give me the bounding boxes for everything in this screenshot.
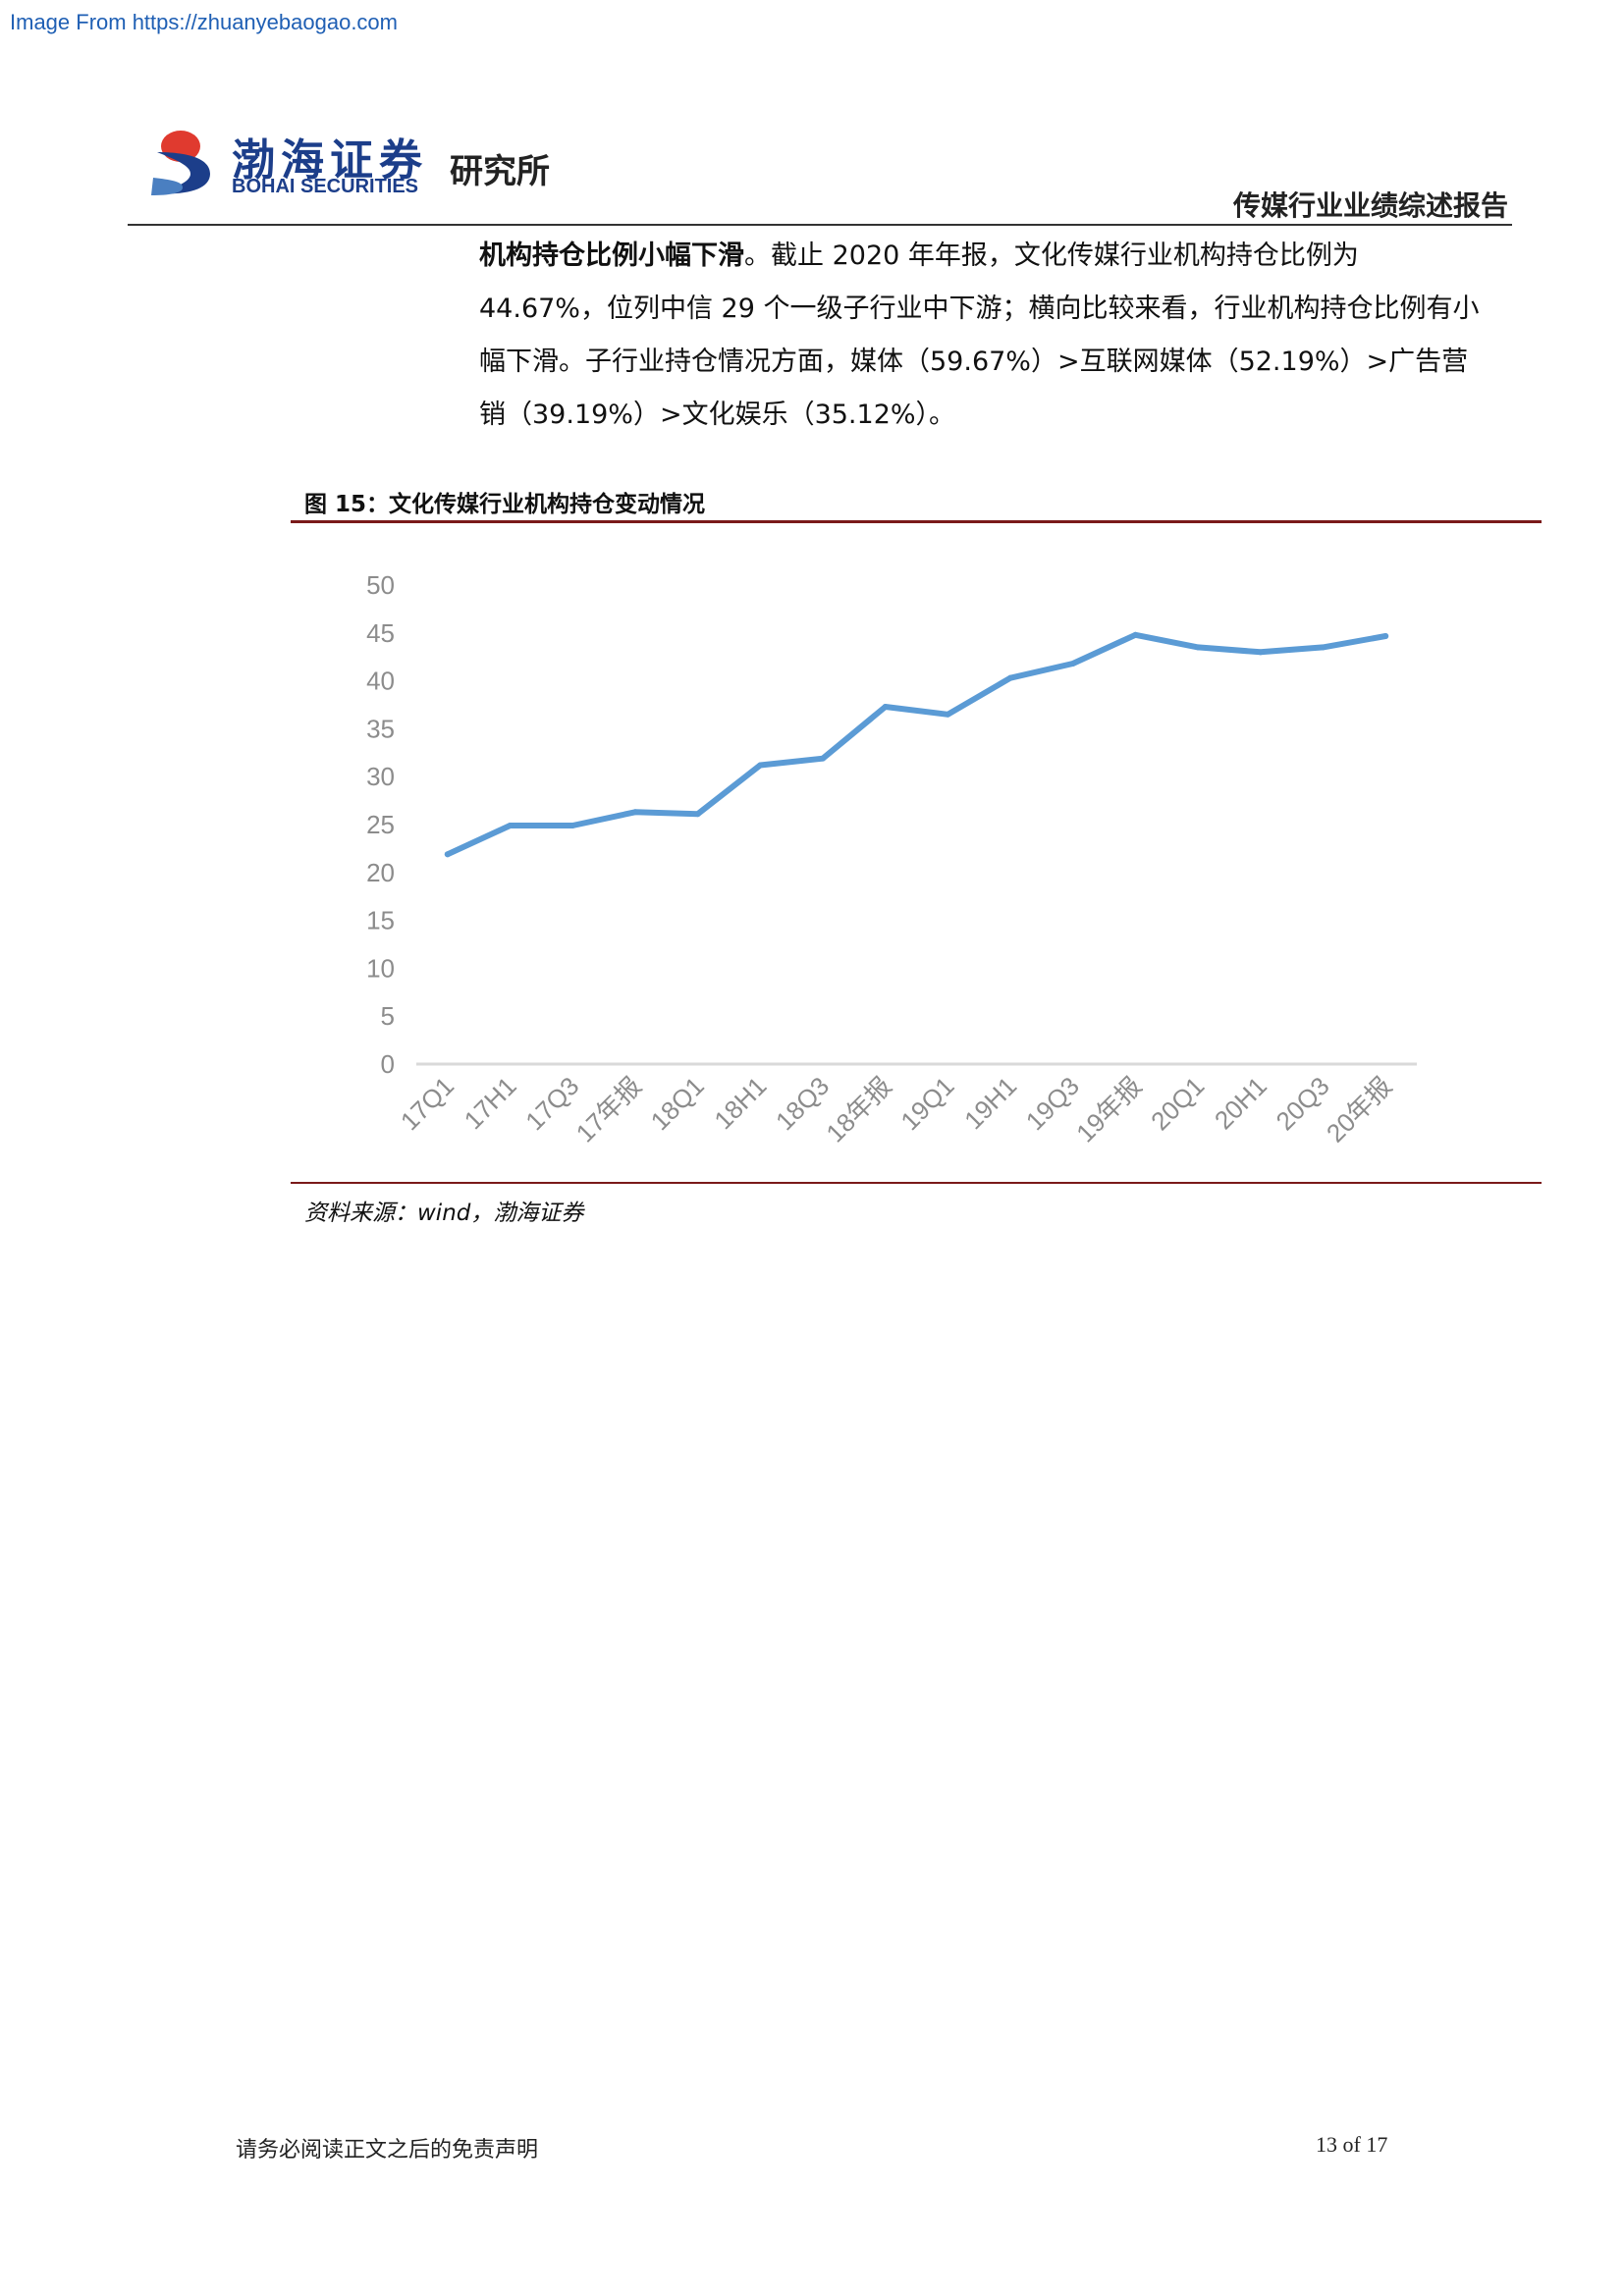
figure-bottom-rule <box>291 1182 1542 1184</box>
y-tick-label: 0 <box>381 1049 395 1079</box>
logo-chinese-name: 渤海证券 <box>232 135 428 186</box>
data-point <box>1069 661 1076 667</box>
data-point <box>507 822 514 828</box>
data-point <box>1132 631 1139 638</box>
data-point <box>945 711 951 718</box>
x-tick-label: 19Q1 <box>894 1071 959 1136</box>
y-tick-label: 40 <box>366 667 395 696</box>
x-tick-label: 17Q1 <box>395 1071 460 1136</box>
x-tick-label: 18H1 <box>708 1071 772 1135</box>
x-tick-label: 17年报 <box>570 1071 647 1148</box>
line-chart: 0510152025303540455017Q117H117Q317年报18Q1… <box>366 570 1417 1148</box>
y-tick-label: 45 <box>366 618 395 648</box>
figure-title: 图 15：文化传媒行业机构持仓变动情况 <box>304 492 706 517</box>
x-tick-label: 19年报 <box>1070 1071 1147 1148</box>
logo-institute: 研究所 <box>450 152 550 191</box>
data-point <box>444 851 451 858</box>
y-tick-label: 30 <box>366 762 395 791</box>
data-point <box>1320 644 1326 651</box>
data-point <box>1195 644 1202 651</box>
report-title: 传媒行业业绩综述报告 <box>1232 189 1508 222</box>
company-logo: 渤海证券 BOHAI SECURITIES 研究所 <box>147 123 579 211</box>
y-tick-label: 35 <box>366 714 395 743</box>
footer-disclaimer: 请务必阅读正文之后的免责声明 <box>236 2138 539 2163</box>
data-point <box>694 811 701 818</box>
x-tick-label: 20Q1 <box>1145 1071 1210 1136</box>
body-paragraph: 机构持仓比例小幅下滑。截止 2020 年年报，文化传媒行业机构持仓比例为 44.… <box>479 230 1490 442</box>
x-tick-label: 18年报 <box>820 1071 896 1148</box>
y-tick-label: 15 <box>366 906 395 935</box>
y-tick-label: 20 <box>366 858 395 887</box>
data-point <box>757 762 764 769</box>
header-divider <box>128 224 1512 226</box>
data-point <box>819 755 826 762</box>
data-point <box>1382 633 1389 640</box>
paragraph-text: 。截止 2020 年年报，文化传媒行业机构持仓比例为 44.67%，位列中信 2… <box>479 240 1480 430</box>
x-tick-label: 20H1 <box>1209 1071 1272 1135</box>
page-number: 13 of 17 <box>1316 2132 1388 2157</box>
y-tick-label: 10 <box>366 953 395 983</box>
series-line <box>444 631 1389 858</box>
figure-top-rule <box>291 520 1542 523</box>
logo-emblem-icon <box>151 131 210 195</box>
y-tick-label: 50 <box>366 570 395 600</box>
figure-source: 资料来源：wind，渤海证券 <box>304 1201 584 1226</box>
logo-english-name: BOHAI SECURITIES <box>232 176 419 197</box>
y-tick-label: 25 <box>366 810 395 839</box>
watermark-text: Image From https://zhuanyebaogao.com <box>10 10 398 34</box>
x-tick-label: 17H1 <box>459 1071 522 1135</box>
x-tick-label: 18Q1 <box>645 1071 710 1136</box>
y-tick-label: 5 <box>381 1001 395 1031</box>
data-point <box>569 822 576 828</box>
data-point <box>1007 674 1014 681</box>
data-point <box>882 703 889 710</box>
paragraph-lead: 机构持仓比例小幅下滑 <box>479 240 744 271</box>
data-point <box>631 809 638 816</box>
x-tick-label: 19H1 <box>958 1071 1022 1135</box>
x-tick-label: 20年报 <box>1321 1071 1397 1148</box>
data-point <box>1257 649 1264 656</box>
